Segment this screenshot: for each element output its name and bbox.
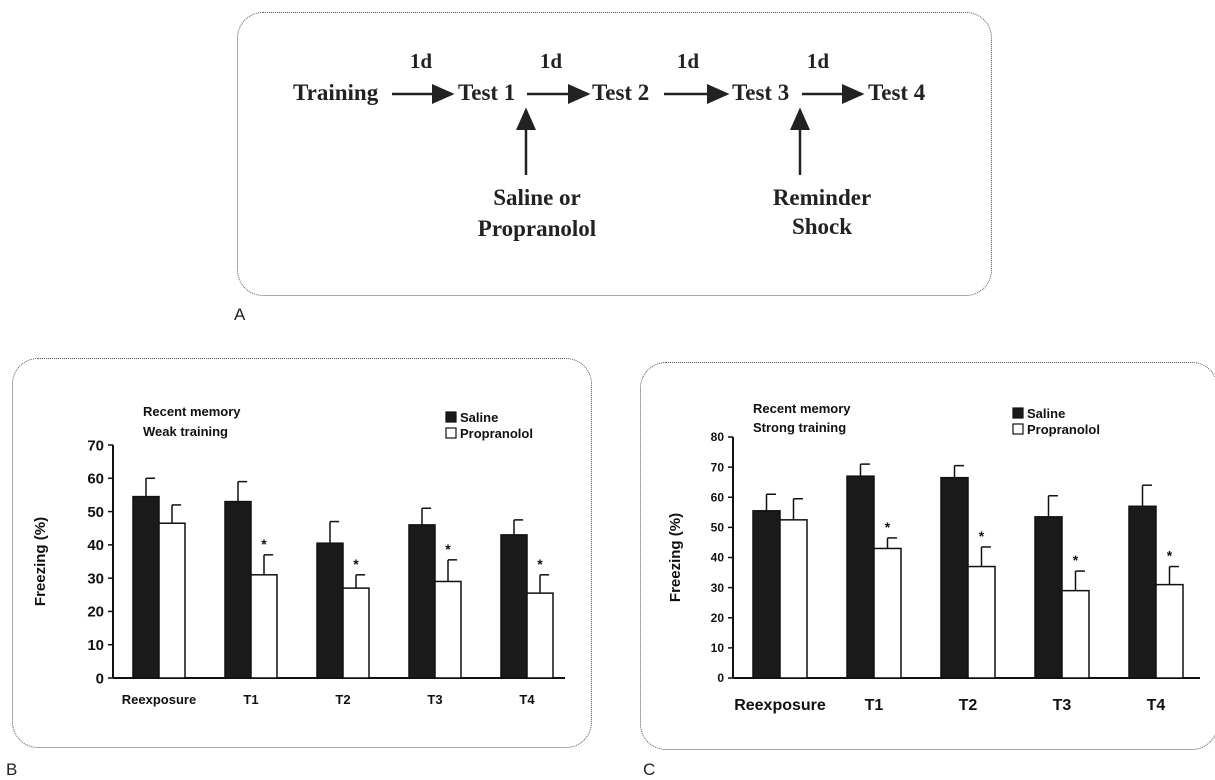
- bar-propranolol: [873, 547, 902, 679]
- treatment-label: Saline or: [493, 185, 581, 210]
- legend-label: Propranolol: [460, 426, 533, 441]
- chart-annotation: Recent memory: [753, 401, 851, 416]
- y-tick-label: 0: [717, 671, 724, 685]
- y-tick-label: 70: [87, 437, 104, 454]
- significance-marker: *: [885, 519, 891, 535]
- legend-swatch-propranolol: [1012, 423, 1024, 435]
- bar-saline: [1034, 516, 1063, 679]
- panel-c-frame: [640, 362, 1215, 750]
- bar-propranolol: [967, 565, 996, 679]
- bar-propranolol: [779, 519, 808, 679]
- chart-annotation: Recent memory: [143, 404, 241, 419]
- timeline-node-test1: Test 1: [458, 80, 515, 105]
- x-category-label: T3: [427, 692, 442, 707]
- interval-label: 1d: [410, 49, 433, 73]
- bar-propranolol: [526, 592, 554, 679]
- reminder-label: Reminder: [773, 185, 871, 210]
- y-axis-label: Freezing (%): [667, 513, 684, 602]
- timeline-node-test4: Test 4: [868, 80, 926, 105]
- y-tick-label: 60: [87, 471, 104, 488]
- x-category-label: T4: [519, 692, 535, 707]
- x-category-label: T2: [959, 697, 978, 714]
- bar-saline: [846, 475, 875, 679]
- y-tick-label: 30: [87, 570, 104, 587]
- x-category-label: T4: [1147, 697, 1166, 714]
- interval-label: 1d: [807, 49, 830, 73]
- timeline-node-test3: Test 3: [732, 80, 789, 105]
- bar-saline: [752, 510, 781, 679]
- significance-marker: *: [261, 536, 267, 552]
- significance-marker: *: [1167, 548, 1173, 564]
- interval-label: 1d: [677, 49, 700, 73]
- y-axis-label: Freezing (%): [32, 517, 49, 606]
- bar-propranolol: [250, 574, 278, 679]
- bar-saline: [1128, 505, 1157, 679]
- y-tick-label: 10: [711, 641, 725, 655]
- y-tick-label: 20: [711, 611, 725, 625]
- x-category-label: T1: [243, 692, 258, 707]
- x-category-label: T3: [1053, 697, 1072, 714]
- timeline-node-test2: Test 2: [592, 80, 649, 105]
- timeline-node-training: Training: [293, 80, 379, 105]
- x-category-label: T2: [335, 692, 350, 707]
- y-tick-label: 60: [711, 490, 725, 504]
- y-tick-label: 80: [711, 430, 725, 444]
- legend-swatch-propranolol: [445, 427, 457, 439]
- legend-label: Saline: [1027, 406, 1065, 421]
- significance-marker: *: [979, 528, 985, 544]
- significance-marker: *: [445, 541, 451, 557]
- y-tick-label: 50: [711, 521, 725, 535]
- interval-label: 1d: [540, 49, 563, 73]
- significance-marker: *: [537, 556, 543, 572]
- chart-annotation: Weak training: [143, 424, 228, 439]
- legend-label: Propranolol: [1027, 422, 1100, 437]
- timeline-diagram: 1d 1d 1d 1d Training Test 1 Test 2 Test …: [293, 49, 926, 241]
- panel-b-frame: [12, 358, 592, 748]
- y-tick-label: 70: [711, 460, 725, 474]
- bar-saline: [940, 476, 969, 679]
- legend-swatch-saline: [445, 411, 457, 423]
- treatment-label: Propranolol: [478, 216, 596, 241]
- x-category-label: Reexposure: [734, 697, 826, 714]
- y-tick-label: 10: [87, 637, 104, 654]
- bar-propranolol: [342, 587, 370, 679]
- bar-propranolol: [1155, 583, 1184, 679]
- bar-saline: [316, 542, 344, 679]
- panel-letter-b: B: [6, 760, 18, 779]
- significance-marker: *: [1073, 552, 1079, 568]
- bar-propranolol: [434, 580, 462, 679]
- chart-annotation: Strong training: [753, 420, 846, 435]
- y-tick-label: 40: [711, 551, 725, 565]
- bar-propranolol: [1061, 589, 1090, 679]
- x-category-label: T1: [865, 697, 884, 714]
- legend-swatch-saline: [1012, 407, 1024, 419]
- y-tick-label: 50: [87, 504, 104, 521]
- y-tick-label: 20: [87, 604, 104, 621]
- panel-a-frame: [237, 12, 992, 296]
- legend-label: Saline: [460, 410, 498, 425]
- significance-marker: *: [353, 556, 359, 572]
- panel-letter-a: A: [234, 305, 246, 324]
- y-tick-label: 30: [711, 581, 725, 595]
- y-tick-label: 0: [96, 670, 104, 687]
- x-category-label: Reexposure: [122, 692, 196, 707]
- panel-letter-c: C: [643, 760, 656, 779]
- reminder-label: Shock: [792, 214, 852, 239]
- bar-propranolol: [158, 522, 186, 679]
- y-tick-label: 40: [87, 537, 104, 554]
